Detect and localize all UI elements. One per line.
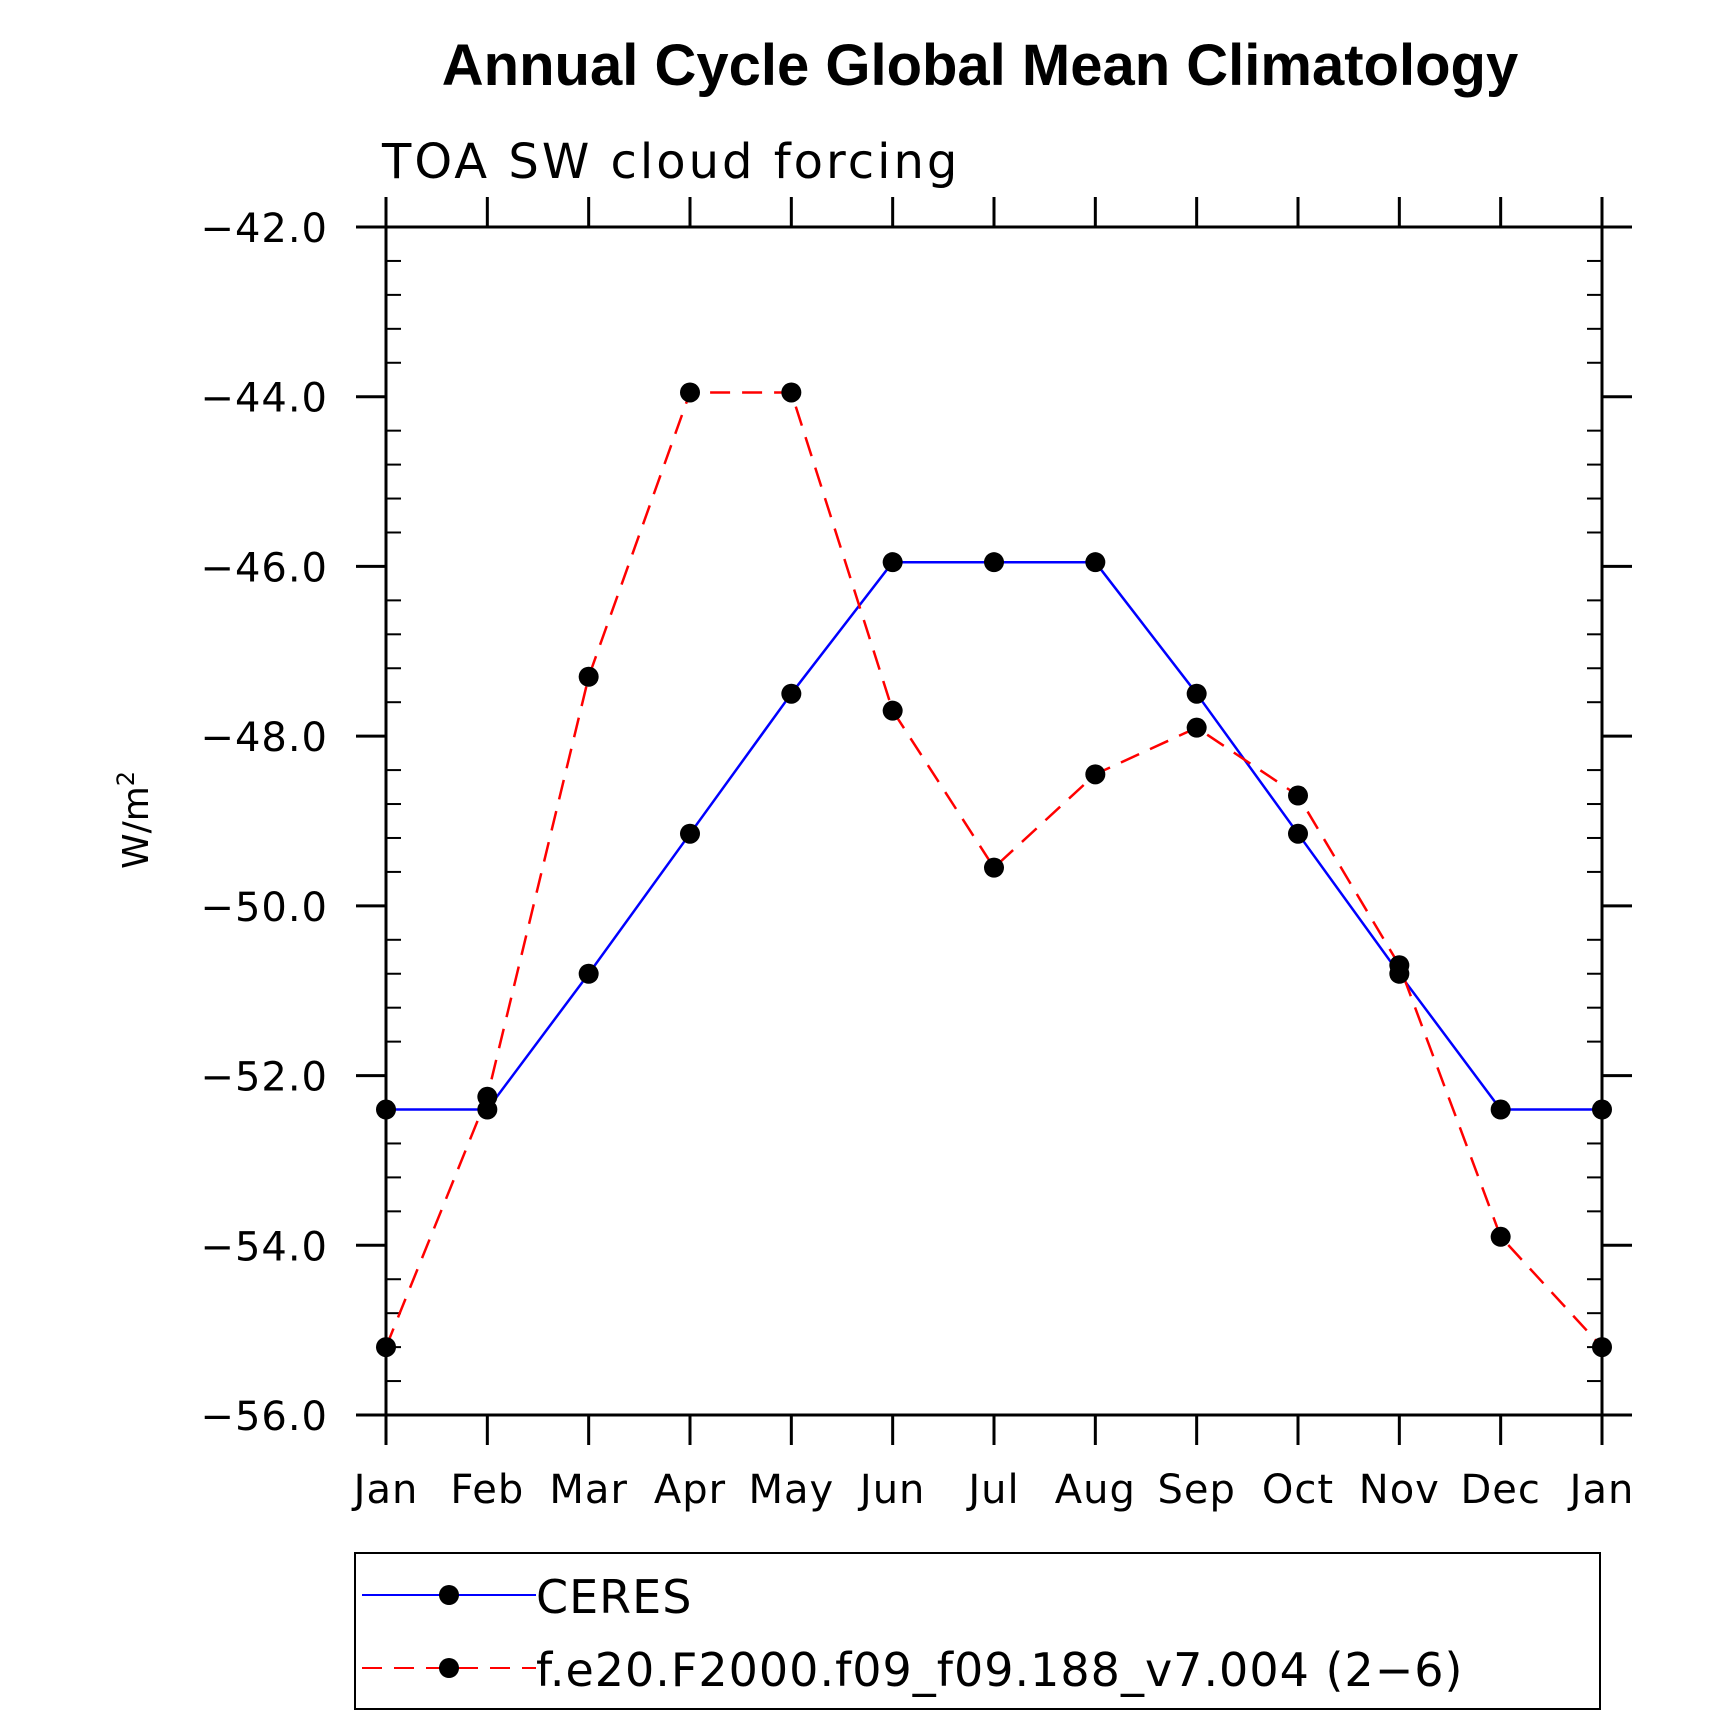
y-axis-label-superscript: 2 — [112, 771, 140, 786]
x-tick-label: May — [748, 1467, 834, 1513]
data-point-series-0 — [578, 963, 599, 984]
data-point-series-1 — [1389, 955, 1410, 976]
y-tick-label: −48.0 — [200, 715, 328, 761]
data-point-series-1 — [1288, 785, 1308, 806]
plot-frame — [384, 225, 1604, 1417]
data-point-series-0 — [1186, 683, 1207, 704]
x-tick-label: Sep — [1157, 1467, 1235, 1513]
y-tick-label: −56.0 — [200, 1394, 328, 1440]
data-point-series-1 — [1490, 1226, 1511, 1247]
y-tick-label: −44.0 — [200, 376, 328, 422]
data-point-series-1 — [1592, 1337, 1612, 1358]
legend-marker-model — [439, 1658, 459, 1678]
data-point-series-1 — [376, 1337, 396, 1358]
legend-label-ceres: CERES — [536, 1570, 692, 1624]
legend-entry-ceres: CERES — [362, 1570, 692, 1624]
data-point-series-1 — [578, 666, 599, 687]
x-tick-label: Nov — [1359, 1467, 1440, 1513]
x-tick-label: Apr — [654, 1467, 726, 1513]
y-axis-label: W/m2 — [112, 771, 157, 869]
x-tick-label: Jul — [965, 1467, 1019, 1513]
series-markers — [376, 382, 1612, 1358]
data-point-series-1 — [781, 382, 802, 403]
x-tick-label: Feb — [450, 1467, 524, 1513]
data-point-series-1 — [984, 857, 1004, 878]
x-tick-label: Aug — [1055, 1467, 1136, 1513]
x-tick-label: Mar — [549, 1467, 627, 1513]
data-point-series-0 — [1490, 1099, 1511, 1120]
x-tick-label: Jun — [857, 1467, 926, 1513]
chart-subtitle: TOA SW cloud forcing — [381, 134, 960, 190]
data-point-series-0 — [1288, 823, 1308, 844]
data-point-series-1 — [477, 1086, 498, 1107]
x-tick-label: Dec — [1460, 1467, 1540, 1513]
y-tick-label: −54.0 — [200, 1224, 328, 1270]
legend-entry-model: f.e20.F2000.f09_f09.188_v7.004 (2−6) — [362, 1643, 1463, 1697]
y-tick-label: −46.0 — [200, 545, 328, 591]
legend-marker-ceres — [439, 1585, 459, 1605]
x-tick-label: Oct — [1262, 1467, 1334, 1513]
x-tick-label: Jan — [351, 1467, 419, 1513]
x-tick-label: Jan — [1567, 1467, 1635, 1513]
data-point-series-1 — [680, 382, 700, 403]
data-point-series-1 — [1085, 764, 1106, 785]
series-line-0 — [386, 560, 1602, 1111]
y-tick-label: −42.0 — [200, 206, 328, 252]
y-tick-label: −50.0 — [200, 885, 328, 931]
chart-title: Annual Cycle Global Mean Climatology — [442, 33, 1518, 98]
legend-label-model: f.e20.F2000.f09_f09.188_v7.004 (2−6) — [536, 1643, 1463, 1697]
legend-box — [354, 1552, 1601, 1710]
data-point-series-0 — [680, 823, 700, 844]
data-point-series-0 — [781, 683, 802, 704]
data-point-series-1 — [882, 700, 903, 721]
data-point-series-0 — [984, 552, 1004, 573]
data-point-series-1 — [1186, 717, 1207, 738]
x-tick-labels: Jan Feb Mar Apr May Jun Jul Aug Sep Oct Nov Dec Jan — [351, 1467, 1635, 1513]
y-tick-labels: −42.0 −44.0 −46.0 −48.0 −50.0 −52.0 −54.0 −56.0 — [200, 206, 328, 1440]
axis-ticks — [356, 197, 1632, 1445]
data-point-series-0 — [882, 552, 903, 573]
data-point-series-0 — [376, 1099, 396, 1120]
data-point-series-0 — [1592, 1099, 1612, 1120]
y-tick-label: −52.0 — [200, 1055, 328, 1101]
data-point-series-0 — [1085, 552, 1106, 573]
